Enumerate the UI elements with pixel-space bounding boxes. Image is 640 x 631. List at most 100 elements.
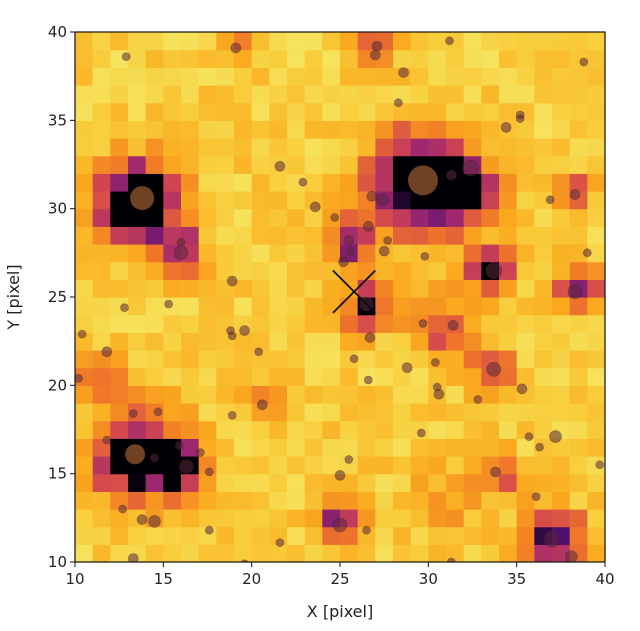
scatter-point — [178, 459, 194, 475]
scatter-point — [473, 395, 483, 404]
scatter-point — [120, 303, 129, 313]
scatter-point — [153, 407, 163, 417]
scatter-points — [75, 36, 605, 562]
scatter-point — [204, 467, 214, 477]
scatter-point — [398, 67, 410, 78]
scatter-point — [490, 466, 501, 478]
scatter-point — [447, 319, 459, 331]
scatter-point — [535, 442, 544, 452]
scatter-point — [121, 52, 131, 62]
scatter-point — [363, 375, 373, 385]
scatter-point — [375, 193, 389, 207]
scatter-point — [240, 559, 249, 562]
scatter-point — [173, 245, 189, 261]
x-marker-icon — [332, 269, 376, 314]
scatter-point — [445, 169, 457, 181]
scatter-point — [298, 177, 308, 187]
scatter-point — [230, 42, 242, 54]
scatter-point — [445, 36, 454, 46]
x-tick-label: 30 — [419, 570, 438, 588]
heatmap-image — [75, 32, 605, 562]
scatter-point — [338, 256, 349, 268]
scatter-point — [274, 160, 286, 172]
scatter-point — [579, 57, 589, 67]
scatter-point — [567, 284, 583, 300]
scatter-point — [343, 235, 355, 246]
scatter-point — [349, 354, 359, 364]
scatter-point — [129, 185, 155, 211]
scatter-point — [582, 248, 592, 258]
scatter-point — [148, 515, 161, 528]
scatter-point — [418, 319, 428, 328]
scatter-point — [334, 469, 346, 481]
scatter-point — [524, 432, 534, 442]
scatter-point — [102, 435, 112, 445]
scatter-point — [176, 237, 186, 247]
scatter-point — [420, 251, 430, 261]
x-tick-label: 35 — [507, 570, 526, 588]
scatter-point — [195, 448, 205, 457]
scatter-point — [416, 428, 426, 438]
scatter-point — [101, 346, 113, 358]
y-tick-label: 35 — [48, 111, 67, 129]
scatter-point — [393, 98, 403, 108]
scatter-point — [516, 383, 528, 395]
scatter-point — [128, 409, 138, 419]
x-tick-label: 15 — [154, 570, 173, 588]
scatter-point — [75, 373, 83, 383]
scatter-point — [254, 347, 264, 357]
scatter-point — [366, 190, 378, 202]
scatter-point — [500, 122, 512, 133]
scatter-point — [446, 557, 456, 562]
y-tick-label: 10 — [48, 553, 67, 571]
scatter-point — [531, 492, 541, 502]
scatter-point — [595, 460, 605, 470]
scatter-point — [239, 325, 251, 337]
scatter-point — [77, 329, 87, 339]
y-axis-ticks: 10 15 20 25 30 35 40 — [48, 23, 75, 571]
scatter-point — [543, 530, 561, 548]
x-tick-label: 10 — [65, 570, 84, 588]
scatter-point — [309, 201, 321, 213]
y-tick-label: 40 — [48, 23, 67, 41]
scatter-point — [362, 525, 371, 535]
y-tick-label: 20 — [48, 376, 67, 394]
y-tick-label: 15 — [48, 465, 67, 483]
y-tick-label: 25 — [48, 288, 67, 306]
scatter-point — [486, 361, 502, 377]
x-tick-label: 40 — [595, 570, 614, 588]
x-tick-label: 25 — [330, 570, 349, 588]
scatter-point — [150, 453, 159, 463]
scatter-point — [378, 245, 390, 257]
scatter-point — [332, 517, 348, 533]
scatter-point — [369, 49, 381, 61]
scatter-point — [118, 504, 128, 514]
scatter-point — [401, 362, 413, 374]
scatter-point — [226, 275, 238, 287]
scatter-point — [344, 455, 354, 464]
scatter-point — [164, 299, 174, 309]
scatter-point — [330, 213, 340, 222]
scatter-point — [204, 525, 214, 535]
scatter-point — [136, 514, 148, 525]
y-axis-label: Y [pixel] — [4, 264, 23, 330]
scatter-point — [227, 331, 237, 341]
scatter-point — [127, 553, 139, 562]
scatter-point — [227, 410, 237, 420]
scatter-point — [515, 114, 525, 123]
scatter-point — [407, 164, 439, 196]
scatter-point — [485, 262, 503, 279]
scatter-point — [545, 195, 555, 205]
x-tick-label: 20 — [242, 570, 261, 588]
scatter-point — [346, 246, 356, 256]
scatter-point — [565, 550, 578, 562]
scatter-point — [362, 220, 374, 232]
scatter-point — [433, 388, 445, 400]
scatter-point — [275, 538, 285, 547]
x-axis-ticks: 10 15 20 25 30 35 40 — [65, 562, 615, 588]
x-axis-label: X [pixel] — [307, 602, 373, 621]
scatter-point — [364, 332, 376, 344]
y-tick-label: 30 — [48, 200, 67, 218]
scatter-point — [462, 159, 480, 177]
